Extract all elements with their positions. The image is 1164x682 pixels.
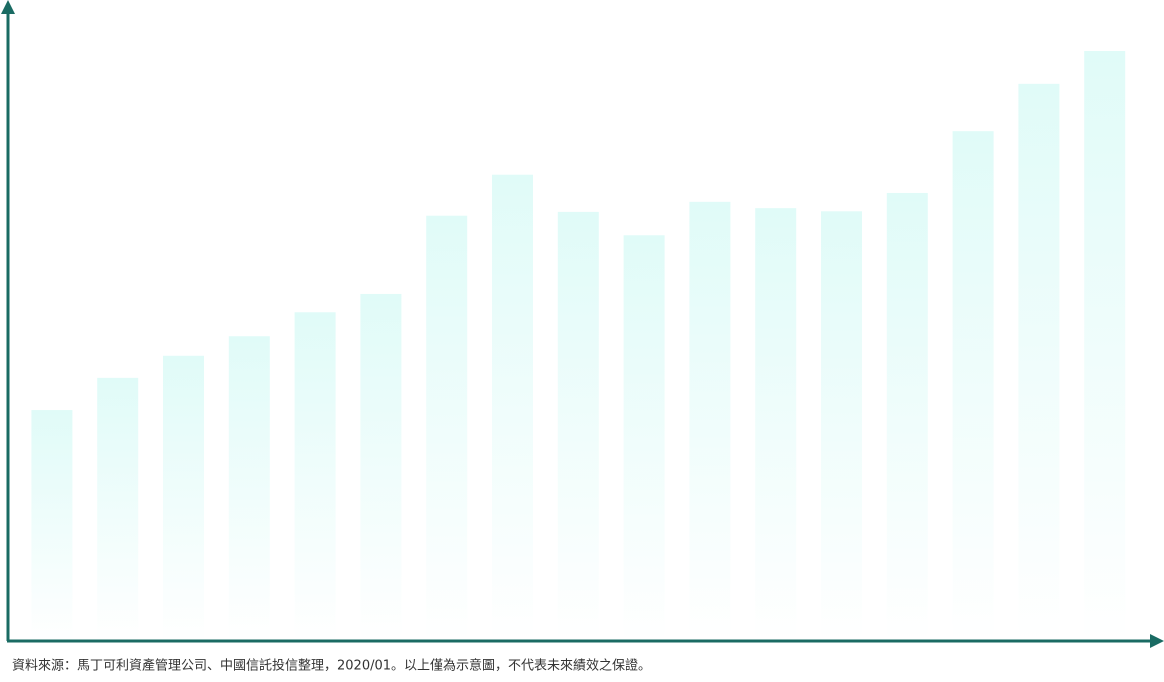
bar [294, 312, 336, 641]
bar [228, 336, 270, 641]
bar [1018, 83, 1060, 641]
axes [1, 0, 1164, 648]
y-axis-arrow [1, 0, 15, 14]
bar [755, 208, 797, 641]
bar [689, 201, 731, 641]
bar [623, 235, 665, 641]
x-axis-arrow [1150, 634, 1164, 648]
bars [31, 51, 1126, 642]
bar [557, 211, 599, 642]
bar [426, 215, 468, 641]
bar [1084, 51, 1126, 641]
bar [97, 377, 139, 641]
footnote: 資料來源：馬丁可利資產管理公司、中國信託投信整理，2020/01。以上僅為示意圖… [12, 658, 651, 674]
bar [31, 410, 73, 641]
bar [163, 355, 204, 641]
bar [360, 293, 402, 641]
bar [492, 174, 533, 642]
bar [952, 131, 994, 642]
bar [886, 192, 928, 642]
bar [821, 211, 862, 641]
